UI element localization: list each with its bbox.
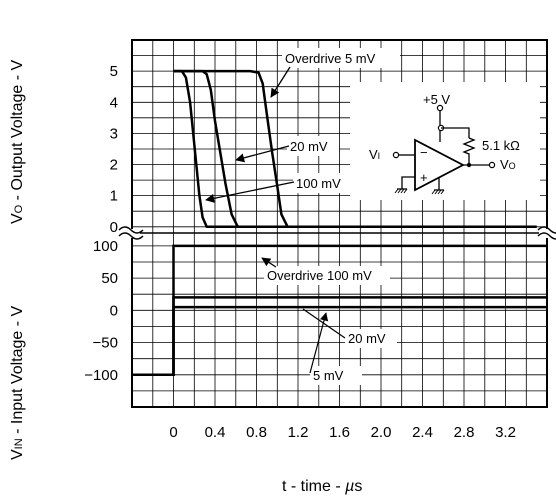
axis-break-right — [537, 226, 556, 240]
plot-frame — [131, 39, 548, 408]
x-axis-title: t - time - µs — [282, 478, 362, 495]
svg-text:VI: VI — [369, 147, 380, 162]
annotation-100mv-out: 100 mV — [296, 176, 341, 191]
noninverting-input-sign: + — [420, 170, 428, 185]
arrow-100mv-out — [205, 181, 295, 203]
axis-break-left — [118, 226, 144, 240]
y-tick-label-output: 1 — [110, 188, 118, 205]
x-tick-label: 2.8 — [454, 424, 475, 441]
x-tick-label: 0 — [169, 424, 177, 441]
y-tick-label-input: 100 — [93, 238, 118, 255]
arrow-20mv-out — [235, 145, 290, 163]
y-tick-label-input: 0 — [110, 302, 118, 319]
x-tick-label: 1.6 — [329, 424, 350, 441]
x-tick-label: 2.4 — [412, 424, 433, 441]
input-y-axis-title: VIN - Input Voltage - V — [9, 305, 26, 460]
annotation-overdrive-100mv: Overdrive 100 mV — [267, 268, 372, 283]
y-tick-label-input: 50 — [101, 270, 118, 287]
annotation-20mv-in: 20 mV — [348, 331, 386, 346]
annotation-overdrive-5mv: Overdrive 5 mV — [285, 51, 376, 66]
supply-label: +5 V — [423, 92, 450, 107]
svg-text:VO: VO — [500, 157, 516, 172]
input-label-v: V — [369, 147, 378, 162]
output-y-tick-labels: 0 1 2 3 4 5 — [110, 63, 118, 236]
y-tick-label-input: −50 — [93, 335, 118, 352]
input-y-tick-labels: 100 50 0 −50 −100 — [84, 238, 118, 384]
y-tick-label-output: 5 — [110, 63, 118, 80]
y-tick-label-output: 4 — [110, 94, 118, 111]
y-tick-label-output: 2 — [110, 157, 118, 174]
x-tick-label: 1.2 — [288, 424, 309, 441]
y-tick-label-input: −100 — [84, 367, 118, 384]
x-tick-label: 3.2 — [495, 424, 516, 441]
x-tick-label: 0.4 — [205, 424, 226, 441]
inverting-input-sign: − — [420, 145, 428, 160]
output-label-v: V — [500, 157, 509, 172]
output-label-sub: O — [509, 161, 516, 171]
schematic-background — [350, 82, 540, 200]
x-tick-label: 2.0 — [371, 424, 392, 441]
leader-20mv-in — [302, 308, 346, 339]
arrow-5mv-in — [309, 312, 329, 374]
annotation-20mv-out: 20 mV — [290, 139, 328, 154]
annotations: Overdrive 5 mV 20 mV 100 mV Overdrive 10… — [205, 48, 400, 385]
output-series — [173, 69, 537, 229]
series-input-2 — [132, 305, 547, 377]
y-tick-label-output: 3 — [110, 125, 118, 142]
annotation-5mv-in: 5 mV — [313, 368, 344, 383]
output-y-axis-title: VO - Output Voltage - V — [9, 59, 26, 224]
comparator-schematic: +5 V 5.1 kΩ − + VO VI — [350, 82, 540, 200]
y-tick-label-output: 0 — [110, 219, 118, 236]
input-label-sub: I — [378, 151, 381, 161]
x-tick-label: 0.8 — [246, 424, 267, 441]
arrow-overdrive-5mv — [270, 66, 291, 98]
arrow-overdrive-100mv — [261, 257, 277, 268]
resistor-symbol — [462, 137, 476, 164]
series-output-2 — [173, 69, 537, 229]
resistor-label: 5.1 kΩ — [482, 138, 520, 153]
input-series — [132, 244, 547, 377]
x-tick-labels: 0 0.4 0.8 1.2 1.6 2.0 2.4 2.8 3.2 — [169, 424, 516, 441]
op-amp-symbol — [414, 138, 465, 192]
